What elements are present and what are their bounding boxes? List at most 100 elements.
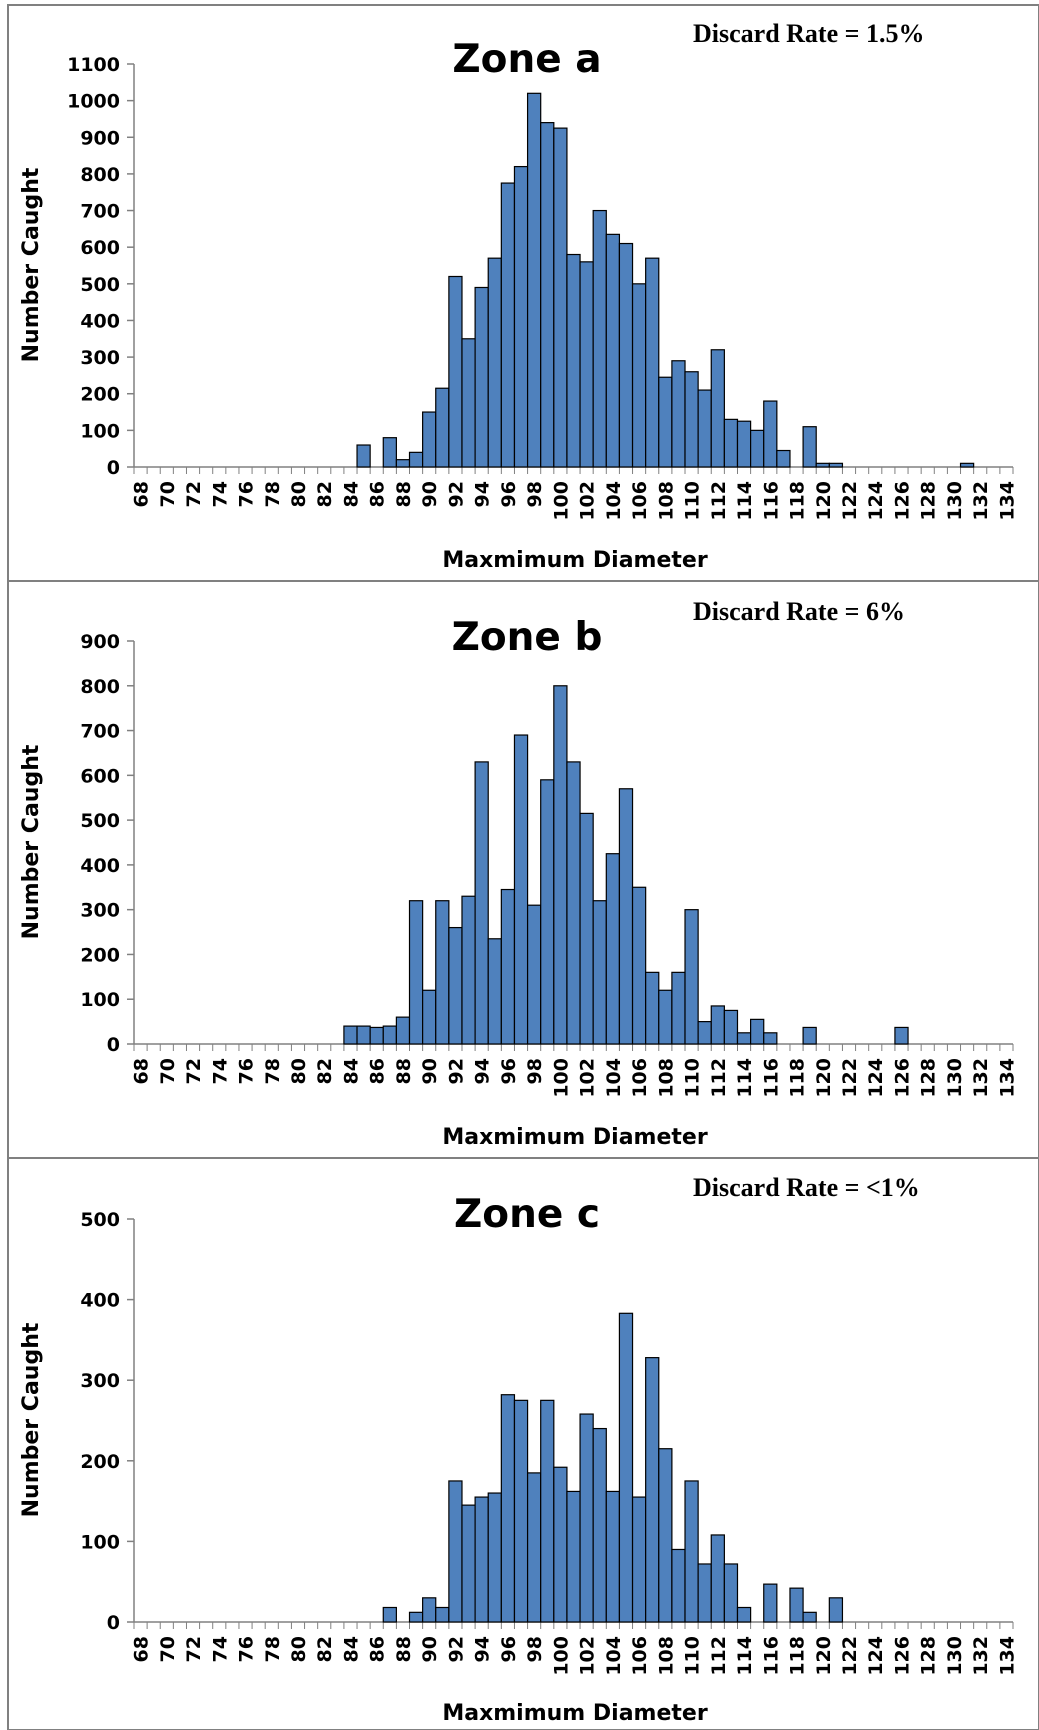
x-tick-label: 88 (393, 481, 415, 507)
x-tick-label: 90 (419, 1058, 441, 1084)
x-tick-label: 126 (891, 481, 913, 521)
x-tick-label: 128 (918, 1058, 940, 1098)
x-tick-label: 110 (682, 1636, 704, 1676)
bar (684, 1480, 699, 1623)
x-tick-label: 124 (865, 1058, 887, 1098)
bar (802, 426, 817, 468)
bar (553, 1466, 568, 1623)
bar (382, 1606, 397, 1623)
x-tick-label: 76 (236, 1636, 258, 1662)
bar (710, 1534, 725, 1623)
y-tick-label: 300 (80, 347, 120, 369)
bar (671, 360, 686, 468)
bar (697, 389, 712, 468)
bar (526, 92, 542, 468)
x-tick-label: 122 (839, 1636, 861, 1676)
bar (395, 1016, 411, 1045)
bar (448, 926, 463, 1045)
x-tick-label: 76 (236, 1058, 258, 1084)
bar (658, 989, 673, 1045)
x-tick-label: 134 (996, 481, 1018, 521)
discard-rate-annotation: Discard Rate = 1.5% (693, 19, 924, 48)
panel-zone-b: Zone b Discard Rate = 6% Number Caught M… (7, 580, 1039, 1159)
bar (369, 1026, 384, 1045)
x-tick-label: 74 (209, 481, 231, 507)
plot-area: 0 100 200 300 400 500 600 700 800 900 68 70 72 74 76 78… (80, 631, 1018, 1098)
x-tick-label: 74 (209, 1058, 231, 1084)
bar (540, 1399, 555, 1623)
x-tick-label: 132 (970, 1636, 992, 1676)
x-tick-label: 130 (944, 1058, 966, 1098)
x-tick-label: 68 (131, 1636, 153, 1662)
x-tick-label: 104 (603, 1058, 625, 1098)
x-tick-label: 72 (183, 1058, 205, 1084)
y-tick-label: 200 (80, 1451, 120, 1473)
bar (723, 418, 739, 468)
bar (474, 761, 489, 1045)
bar (513, 1399, 529, 1623)
x-tick-label: 94 (472, 1058, 494, 1084)
x-tick-label: 124 (865, 481, 887, 521)
bar (802, 1026, 817, 1045)
x-tick-label: 92 (445, 481, 467, 507)
x-tick-label: 130 (944, 1636, 966, 1676)
y-axis-label: Number Caught (19, 744, 44, 939)
bar (566, 761, 581, 1045)
bar (631, 1496, 647, 1623)
x-tick-label: 112 (708, 481, 730, 521)
y-tick-label: 800 (80, 164, 120, 186)
y-tick-label: 900 (80, 127, 120, 149)
x-tick-label: 78 (262, 1636, 284, 1662)
x-tick-label: 86 (367, 1636, 389, 1662)
x-tick-label: 108 (655, 481, 677, 521)
x-tick-label: 68 (131, 1058, 153, 1084)
y-tick-label: 1000 (67, 91, 120, 113)
bar (487, 257, 502, 468)
y-tick-label: 700 (80, 201, 120, 223)
y-tick-label: 300 (80, 1370, 120, 1392)
bar (605, 233, 621, 468)
y-tick-label: 0 (107, 1612, 120, 1634)
bar (671, 1548, 686, 1623)
x-tick-label: 100 (550, 481, 572, 521)
x-tick-label: 72 (183, 481, 205, 507)
bar (710, 349, 725, 468)
y-axis-label: Number Caught (19, 1322, 44, 1517)
bar (645, 1357, 660, 1623)
bar (684, 909, 699, 1045)
x-tick-label: 106 (629, 481, 651, 521)
bar (645, 971, 660, 1045)
y-tick-label: 800 (80, 676, 120, 698)
y-tick-label: 100 (80, 1531, 120, 1553)
x-tick-label: 84 (340, 1058, 362, 1084)
bar (658, 1448, 673, 1623)
bar (750, 429, 765, 468)
x-tick-label: 70 (157, 1636, 179, 1662)
bar (631, 283, 647, 468)
x-tick-label: 118 (787, 481, 809, 521)
bar (566, 1490, 581, 1623)
x-tick-label: 132 (970, 481, 992, 521)
bar (382, 437, 397, 468)
y-tick-label: 600 (80, 765, 120, 787)
bar (356, 444, 371, 468)
bar (343, 1025, 358, 1045)
bar (487, 938, 502, 1045)
x-tick-label: 96 (498, 1058, 520, 1084)
bar (448, 1480, 463, 1623)
bar (671, 971, 686, 1045)
x-tick-label: 96 (498, 1636, 520, 1662)
x-tick-label: 118 (787, 1058, 809, 1098)
bar (526, 904, 542, 1045)
x-axis-label: Maxmimum Diameter (442, 548, 707, 573)
bar (605, 1490, 621, 1623)
x-tick-label: 128 (918, 481, 940, 521)
bar (789, 1587, 804, 1623)
x-tick-label: 74 (209, 1636, 231, 1662)
x-tick-label: 134 (996, 1636, 1018, 1676)
bar (618, 242, 634, 468)
bar (592, 900, 607, 1045)
x-tick-label: 114 (734, 1058, 756, 1098)
bar (894, 1026, 909, 1045)
chart-title: Zone b (452, 615, 603, 660)
